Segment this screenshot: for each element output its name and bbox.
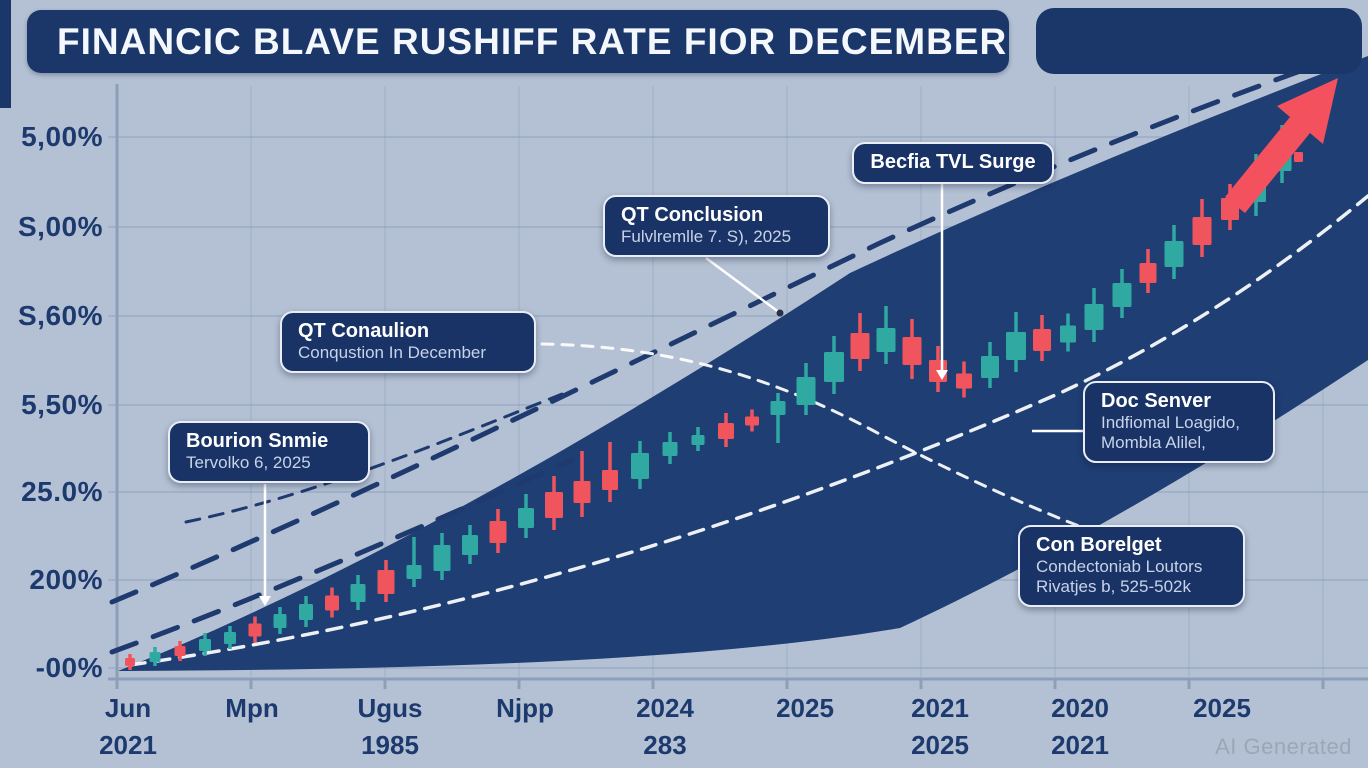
- annotation-subtext: Mombla Alilel,: [1101, 433, 1206, 453]
- annotation-box-qt-conclusion: QT Conclusion Fulvlremlle 7. S), 2025: [603, 195, 830, 258]
- x-axis-label: 2025: [1193, 690, 1251, 727]
- annotation-title: QT Conaulion: [298, 320, 430, 342]
- annotation-subtext: Tervolko 6, 2025: [186, 453, 311, 472]
- annotation-title: Con Borelget: [1036, 534, 1162, 556]
- x-axis-label: 2025: [776, 690, 834, 727]
- y-axis-label: 200%: [29, 564, 103, 595]
- x-axis-label: 2024 283: [636, 690, 694, 764]
- left-edge-strip: [0, 0, 11, 108]
- x-axis-label-line2: 1985: [361, 730, 419, 760]
- annotation-subtext: Indfiomal Loagido,: [1101, 413, 1240, 432]
- x-axis-label-line1: 2025: [1193, 693, 1251, 723]
- x-axis-label: 2021 2025: [911, 690, 969, 764]
- x-axis-label-line1: 2024: [636, 693, 694, 723]
- top-right-banner-block: [1036, 8, 1362, 74]
- x-axis-label: Mpn: [225, 690, 278, 727]
- annotation-subtext: Conqustion In December: [298, 343, 487, 362]
- annotation-subtext: Rivatjes b, 525-502k: [1036, 577, 1191, 597]
- x-axis-label-line1: Ugus: [357, 693, 423, 723]
- annotation-box-becfia-tvl-surge: Becfia TVL Surge: [852, 142, 1054, 184]
- x-axis-label-line1: 2025: [776, 693, 834, 723]
- y-axis-label: S,60%: [18, 300, 103, 331]
- x-axis-label-line1: Njpp: [496, 693, 554, 723]
- y-axis-label: 25.0%: [21, 476, 103, 507]
- x-axis-label-line2: 2025: [911, 730, 969, 760]
- annotation-box-con-borelget: Con Borelget Condectoniab Loutors Rivatj…: [1018, 525, 1245, 608]
- ai-generated-watermark: AI Generated: [1215, 734, 1352, 759]
- x-axis-label: Ugus 1985: [358, 690, 423, 764]
- x-axis-label: Jun 2021: [99, 690, 157, 764]
- y-axis-label: S,00%: [18, 211, 103, 242]
- annotation-box-qt-conaulion: QT Conaulion Conqustion In December: [280, 311, 536, 374]
- annotation-title: QT Conclusion: [621, 204, 764, 226]
- x-axis-label-line2: 2021: [99, 730, 157, 760]
- x-axis-label: Njpp: [496, 690, 554, 727]
- annotation-box-doc-senver: Doc Senver Indfiomal Loagido, Mombla Ali…: [1083, 381, 1275, 464]
- x-axis-label: 2020 2021: [1051, 690, 1109, 764]
- x-axis-label-line1: Mpn: [225, 693, 279, 723]
- y-axis-label: 5,50%: [21, 389, 103, 420]
- annotation-subtext: Fulvlremlle 7. S), 2025: [621, 227, 792, 246]
- x-axis-label-line2: 2021: [1051, 730, 1109, 760]
- title-banner: FINANCIC BLAVE RUSHIFF RATE FIOR DECEMBE…: [27, 10, 1009, 73]
- x-axis-label-line2: 283: [643, 730, 687, 760]
- x-axis-label-line1: 2021: [911, 693, 969, 723]
- annotation-title: Becfia TVL Surge: [870, 151, 1036, 173]
- annotation-title: Bourion Snmie: [186, 430, 329, 452]
- annotation-box-bourion-snmie: Bourion Snmie Tervolko 6, 2025: [168, 421, 370, 484]
- x-axis-label-line1: 2020: [1051, 693, 1109, 723]
- x-axis-label-line1: Jun: [104, 693, 152, 723]
- y-axis-label: 5,00%: [21, 121, 103, 152]
- y-axis-label: -00%: [35, 652, 103, 683]
- page-title: FINANCIC BLAVE RUSHIFF RATE FIOR DECEMBE…: [57, 20, 1008, 62]
- annotation-title: Doc Senver: [1101, 390, 1212, 412]
- annotation-subtext: Condectoniab Loutors: [1036, 557, 1203, 576]
